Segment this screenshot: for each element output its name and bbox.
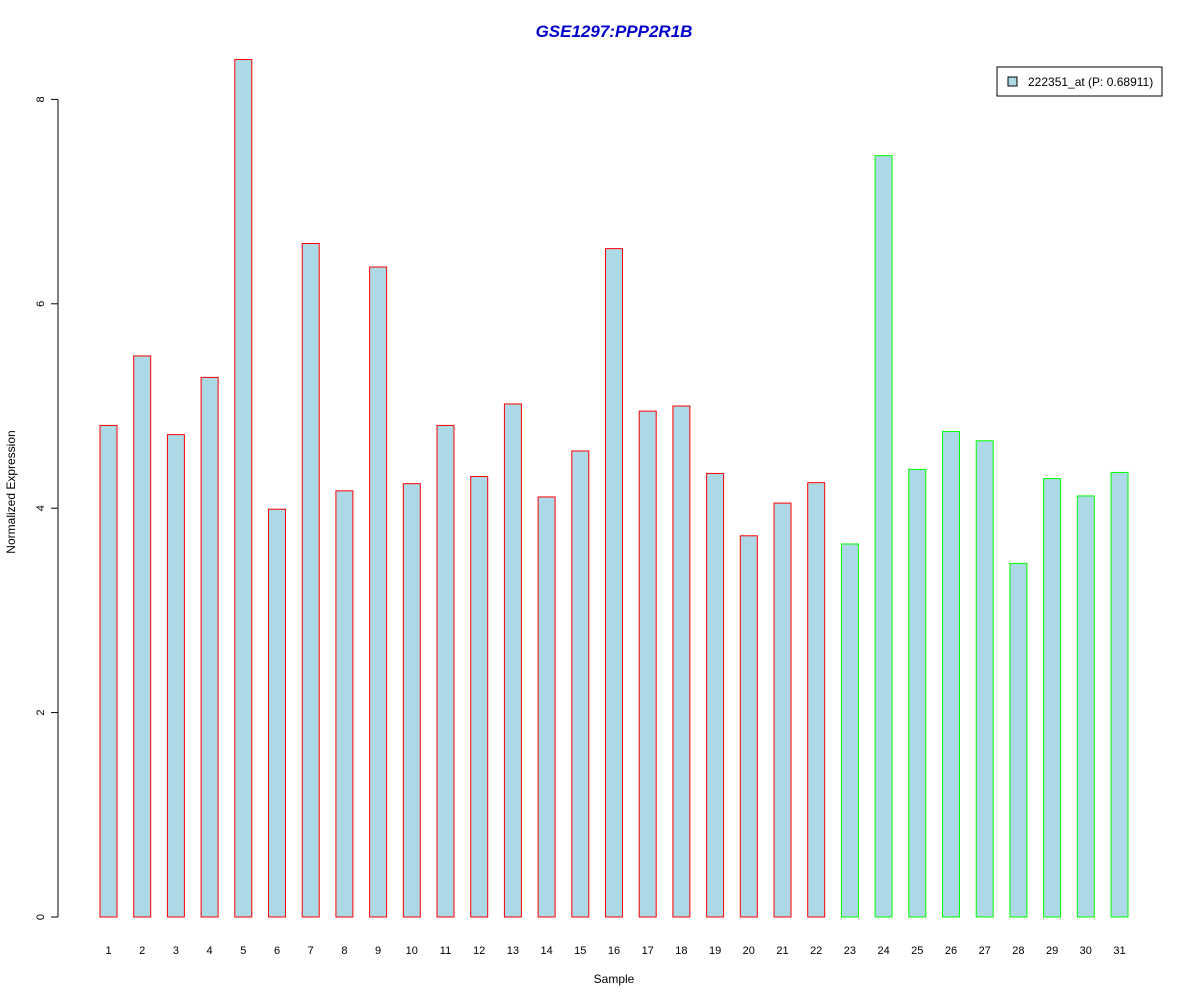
bar — [672, 405, 691, 918]
bar — [537, 496, 556, 918]
x-tick-label: 23 — [844, 945, 856, 957]
x-tick-label: 26 — [945, 945, 957, 957]
bar — [942, 431, 960, 918]
x-tick-label: 2 — [139, 945, 145, 957]
bar — [840, 543, 859, 918]
x-tick-label: 11 — [440, 945, 451, 957]
x-tick-label: 24 — [877, 945, 889, 957]
bar — [773, 502, 792, 918]
x-tick-label: 19 — [709, 945, 721, 957]
x-tick-label: 13 — [507, 945, 519, 957]
bar — [503, 403, 522, 918]
x-tick-label: 9 — [375, 945, 381, 957]
bar — [1076, 495, 1095, 918]
x-tick-label: 14 — [540, 945, 552, 957]
bar — [470, 476, 489, 918]
bar — [301, 243, 320, 918]
x-tick-label: 12 — [473, 945, 485, 957]
bar — [1043, 478, 1062, 918]
bar — [234, 59, 253, 918]
y-tick-label: 2 — [35, 710, 47, 716]
x-tick-label: 22 — [810, 945, 822, 957]
bar — [571, 450, 590, 918]
y-tick-label: 0 — [35, 914, 47, 920]
x-tick-label: 18 — [675, 945, 687, 957]
y-tick-label: 8 — [35, 96, 47, 102]
x-tick-label: 25 — [911, 945, 923, 957]
bar — [166, 434, 185, 918]
x-tick-label: 27 — [979, 945, 991, 957]
legend-swatch — [1007, 76, 1018, 87]
x-tick-label: 7 — [308, 945, 314, 957]
x-tick-label: 20 — [743, 945, 755, 957]
bars — [99, 59, 1129, 918]
bar — [908, 468, 927, 918]
bar — [605, 248, 623, 918]
bar — [1110, 471, 1129, 918]
bar — [975, 440, 994, 918]
chart-title: GSE1297:PPP2R1B — [536, 22, 693, 41]
x-tick-label: 6 — [274, 945, 280, 957]
bar — [200, 376, 219, 918]
x-tick-label: 28 — [1012, 945, 1024, 957]
x-axis-title: Sample — [594, 972, 635, 986]
x-tick-label: 3 — [173, 945, 179, 957]
x-tick-label: 16 — [608, 945, 620, 957]
x-tick-label: 30 — [1080, 945, 1092, 957]
x-tick-label: 10 — [406, 945, 418, 957]
bar — [402, 483, 421, 918]
legend: 222351_at (P: 0.68911) — [996, 66, 1163, 97]
x-tick-label: 17 — [642, 945, 654, 957]
x-tick-label: 31 — [1113, 945, 1125, 957]
y-axis: 0 2 4 6 8 — [35, 96, 59, 920]
bar — [739, 535, 758, 918]
legend-box — [996, 66, 1163, 97]
x-tick-label: 29 — [1046, 945, 1058, 957]
bar — [706, 472, 725, 918]
bar — [874, 155, 893, 918]
legend-label: 222351_at (P: 0.68911) — [1028, 75, 1153, 89]
bar — [133, 355, 152, 918]
y-tick-label: 6 — [35, 301, 47, 307]
x-tick-label: 8 — [341, 945, 347, 957]
bar — [807, 482, 826, 918]
x-tick-label: 5 — [240, 945, 246, 957]
bar — [99, 424, 118, 918]
x-tick-label: 21 — [776, 945, 788, 957]
bar — [369, 266, 388, 918]
y-tick-label: 4 — [35, 505, 47, 511]
x-tick-label: 4 — [207, 945, 213, 957]
bar — [638, 410, 657, 918]
y-axis-title: Normalized Expression — [4, 430, 18, 553]
x-tick-label: 15 — [574, 945, 586, 957]
bar — [436, 424, 455, 918]
bar — [1009, 562, 1028, 918]
x-tick-label: 1 — [105, 945, 111, 957]
bar — [335, 490, 354, 918]
bar — [268, 508, 286, 918]
x-axis-labels: 1 2 3 4 5 6 7 8 9 10 11 12 13 14 15 16 17 18 19 20 21 22 23 24 2… — [105, 945, 1125, 957]
